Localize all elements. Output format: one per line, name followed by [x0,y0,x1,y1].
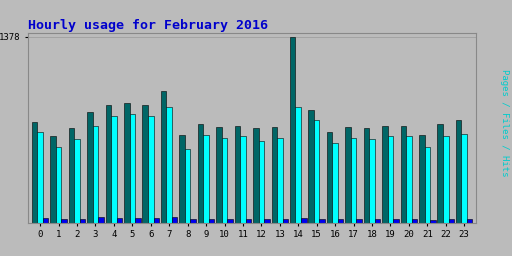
Bar [142,105,148,223]
Bar [117,218,122,223]
Bar [295,107,301,223]
Text: Pages / Files / Hits: Pages / Files / Hits [500,69,509,177]
Bar [388,136,393,223]
Bar [148,116,154,223]
Bar [87,112,93,223]
Bar [259,141,264,223]
Bar [161,91,166,223]
Bar [154,218,159,223]
Bar [430,220,436,223]
Bar [111,116,117,223]
Bar [356,219,362,223]
Bar [400,126,406,223]
Bar [222,138,227,223]
Bar [375,219,380,223]
Bar [443,136,449,223]
Bar [93,126,98,223]
Bar [98,217,104,223]
Bar [190,219,196,223]
Bar [166,107,172,223]
Bar [185,148,190,223]
Bar [290,37,295,223]
Bar [277,138,283,223]
Bar [56,147,61,223]
Bar [240,136,246,223]
Bar [283,219,288,223]
Bar [467,219,473,223]
Bar [32,122,37,223]
Bar [308,110,314,223]
Bar [369,139,375,223]
Bar [419,135,424,223]
Bar [203,135,209,223]
Bar [437,124,443,223]
Bar [406,136,412,223]
Bar [332,143,338,223]
Bar [74,139,80,223]
Bar [179,135,185,223]
Bar [382,126,388,223]
Bar [69,128,74,223]
Bar [50,136,56,223]
Bar [61,219,67,223]
Bar [105,105,111,223]
Bar [456,120,461,223]
Bar [461,134,467,223]
Bar [412,219,417,223]
Bar [253,128,259,223]
Bar [37,132,43,223]
Bar [209,219,215,223]
Bar [135,218,141,223]
Bar [364,128,369,223]
Bar [227,219,233,223]
Text: Hourly usage for February 2016: Hourly usage for February 2016 [28,19,268,32]
Bar [338,219,344,223]
Bar [271,127,277,223]
Bar [351,138,356,223]
Bar [80,219,86,223]
Bar [234,126,240,223]
Bar [264,219,270,223]
Bar [345,127,351,223]
Bar [198,124,203,223]
Bar [124,103,130,223]
Bar [43,218,49,223]
Bar [449,219,454,223]
Bar [246,219,251,223]
Bar [216,127,222,223]
Bar [319,219,325,223]
Bar [314,120,319,223]
Bar [327,132,332,223]
Bar [130,114,135,223]
Bar [424,147,430,223]
Bar [301,218,307,223]
Bar [393,219,399,223]
Bar [172,217,178,223]
